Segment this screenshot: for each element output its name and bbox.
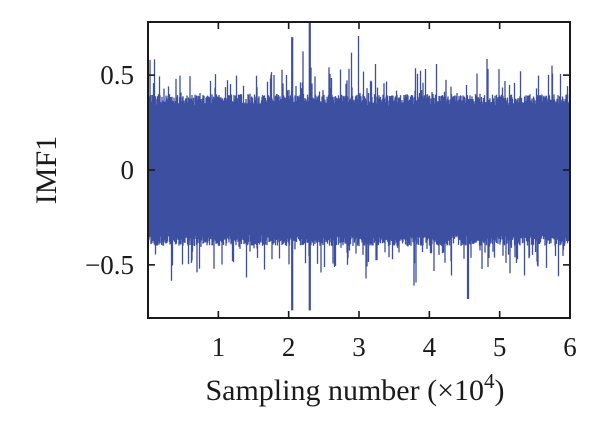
x-axis-label-suffix: ) — [495, 374, 505, 407]
x-axis-label: Sampling number (×104) — [205, 369, 504, 407]
y-tick-label: 0 — [121, 155, 135, 185]
x-axis-label-exponent: 4 — [484, 369, 495, 393]
x-tick-label: 2 — [282, 332, 296, 362]
y-tick-label: 0.5 — [100, 60, 134, 90]
x-tick-label: 3 — [352, 332, 366, 362]
x-tick-label: 5 — [493, 332, 507, 362]
signal-trace — [148, 35, 570, 286]
tick-labels: 1 2 3 4 5 6 −0.5 0 0.5 — [85, 60, 577, 362]
x-tick-label: 6 — [563, 332, 577, 362]
signal-series — [148, 22, 570, 311]
x-tick-label: 1 — [212, 332, 226, 362]
axis-ticks — [148, 22, 571, 318]
x-tick-label: 4 — [423, 332, 437, 362]
y-axis-label: IMF1 — [30, 136, 63, 204]
x-axis-label-main: Sampling number (×10 — [205, 374, 484, 407]
y-tick-label: −0.5 — [85, 250, 134, 280]
